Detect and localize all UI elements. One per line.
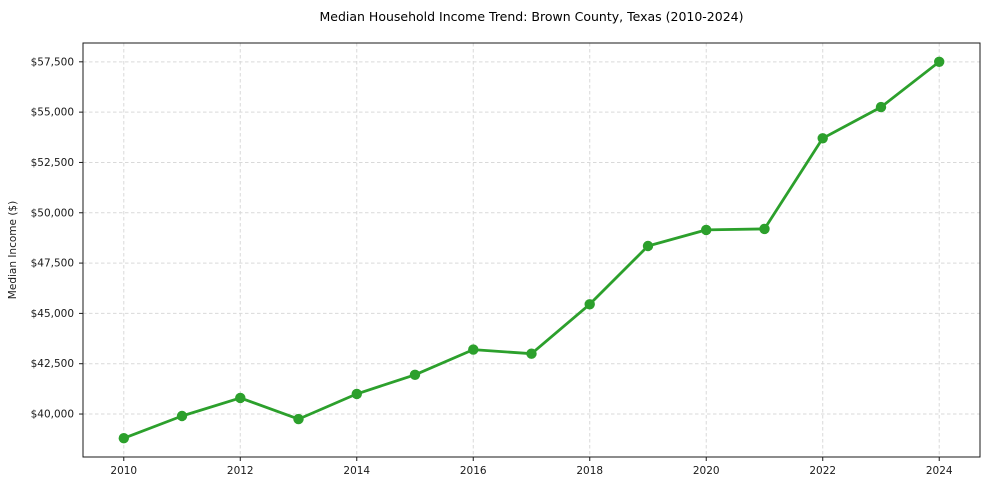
y-tick-label: $47,500 — [31, 258, 74, 270]
y-tick-label: $45,000 — [31, 308, 74, 320]
x-tick-label: 2016 — [460, 465, 487, 477]
x-tick-label: 2020 — [693, 465, 720, 477]
data-point — [875, 101, 887, 113]
x-tick-label: 2022 — [809, 465, 836, 477]
data-point — [526, 348, 537, 359]
data-point — [701, 224, 712, 236]
data-point — [584, 299, 595, 310]
y-tick-label: $52,500 — [31, 157, 74, 169]
chart-title: Median Household Income Trend: Brown Cou… — [319, 9, 744, 24]
data-points — [118, 56, 945, 444]
data-point — [759, 223, 770, 235]
y-tick-label: $57,500 — [31, 56, 74, 68]
data-point — [235, 392, 246, 404]
y-tick-label: $40,000 — [31, 409, 74, 421]
y-tick-label: $42,500 — [31, 358, 74, 370]
y-axis-label: Median Income ($) — [7, 201, 19, 299]
data-point — [409, 369, 421, 380]
data-point — [468, 344, 479, 355]
data-point — [118, 433, 129, 444]
data-point — [817, 133, 828, 144]
x-tick-label: 2024 — [926, 465, 953, 477]
x-tick-label: 2012 — [227, 465, 254, 477]
axis-ticks — [79, 61, 940, 461]
x-tick-label: 2014 — [343, 465, 370, 477]
x-tick-labels: 2010 2012 2014 2016 2018 2020 2022 2024 — [110, 465, 952, 477]
data-point — [176, 410, 188, 422]
data-point — [642, 240, 654, 252]
plot-border — [82, 42, 981, 458]
x-tick-label: 2010 — [110, 465, 137, 477]
data-point — [293, 413, 304, 425]
y-tick-label: $55,000 — [31, 107, 74, 119]
y-tick-label: $50,000 — [31, 207, 74, 219]
data-point — [351, 388, 362, 400]
trend-line — [122, 60, 941, 440]
y-tick-labels: $40,000 $42,500 $45,000 $47,500 $50,000 $52,5… — [31, 56, 74, 420]
gridlines — [83, 43, 980, 457]
x-tick-label: 2018 — [576, 465, 603, 477]
data-point — [934, 56, 945, 67]
